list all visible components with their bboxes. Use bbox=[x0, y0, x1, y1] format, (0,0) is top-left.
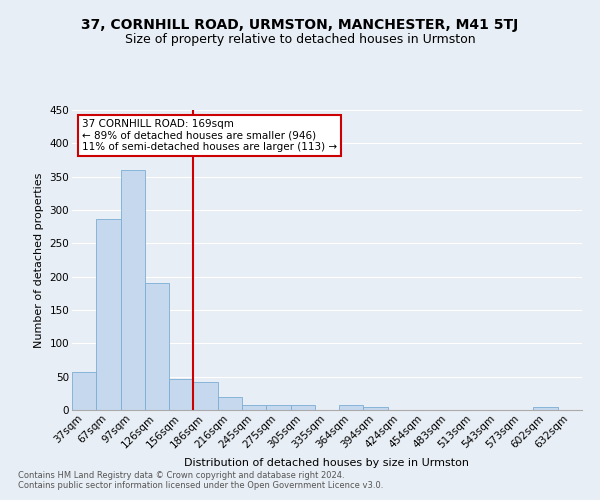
Bar bbox=[218, 396, 242, 410]
Bar bbox=[242, 404, 266, 410]
Bar bbox=[96, 218, 121, 410]
Bar bbox=[364, 406, 388, 410]
Text: Contains HM Land Registry data © Crown copyright and database right 2024.
Contai: Contains HM Land Registry data © Crown c… bbox=[18, 470, 383, 490]
Bar bbox=[193, 382, 218, 410]
Bar bbox=[169, 378, 193, 410]
Bar bbox=[145, 284, 169, 410]
Y-axis label: Number of detached properties: Number of detached properties bbox=[34, 172, 44, 348]
Bar bbox=[266, 404, 290, 410]
Bar bbox=[290, 404, 315, 410]
Bar bbox=[72, 372, 96, 410]
Text: 37 CORNHILL ROAD: 169sqm
← 89% of detached houses are smaller (946)
11% of semi-: 37 CORNHILL ROAD: 169sqm ← 89% of detach… bbox=[82, 119, 337, 152]
Bar bbox=[533, 406, 558, 410]
Text: Size of property relative to detached houses in Urmston: Size of property relative to detached ho… bbox=[125, 32, 475, 46]
Bar bbox=[339, 404, 364, 410]
Bar bbox=[121, 170, 145, 410]
X-axis label: Distribution of detached houses by size in Urmston: Distribution of detached houses by size … bbox=[185, 458, 470, 468]
Text: 37, CORNHILL ROAD, URMSTON, MANCHESTER, M41 5TJ: 37, CORNHILL ROAD, URMSTON, MANCHESTER, … bbox=[82, 18, 518, 32]
